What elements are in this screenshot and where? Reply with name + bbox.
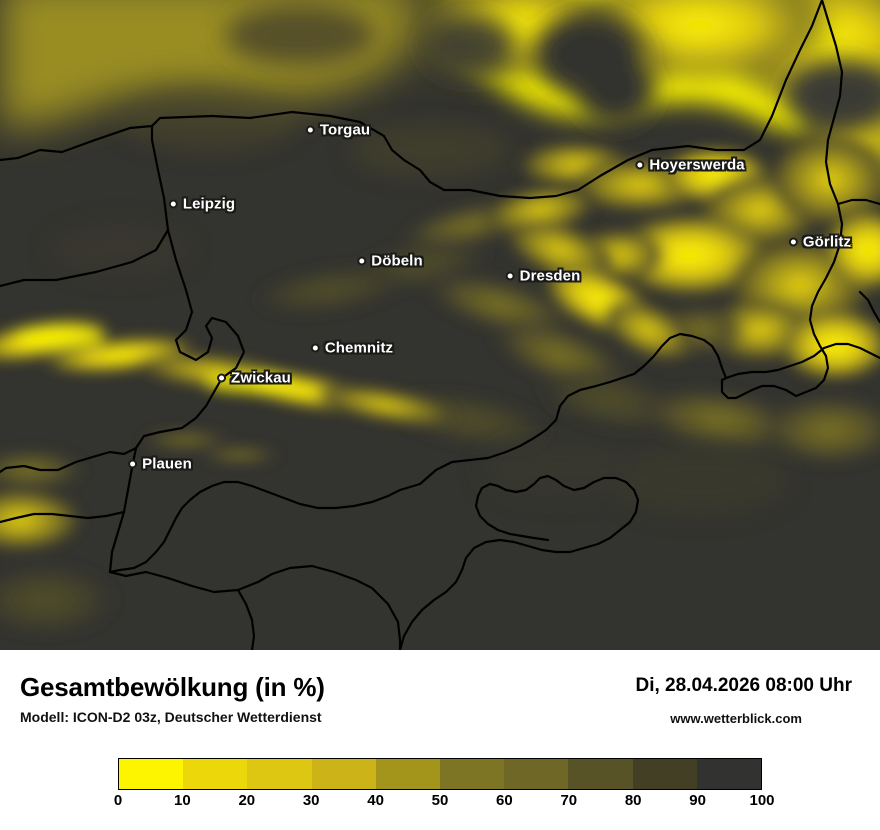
city-label: Plauen — [142, 455, 192, 473]
colorbar-gradient — [118, 758, 762, 790]
city-label: Chemnitz — [324, 339, 394, 357]
colorbar-segment-8 — [632, 759, 697, 789]
colorbar-tick-label: 100 — [749, 792, 775, 809]
city-marker-chemnitz[interactable]: Chemnitz — [310, 339, 394, 357]
colorbar-segment-7 — [568, 759, 633, 789]
border-lines — [0, 0, 880, 650]
city-marker-doebeln[interactable]: Döbeln — [357, 252, 423, 270]
weather-map[interactable]: Torgau Leipzig Hoyerswerda Görlitz Döbel… — [0, 0, 880, 650]
website-label: www.wetterblick.com — [670, 711, 802, 726]
city-label: Leipzig — [182, 195, 236, 213]
city-dot-icon — [217, 373, 227, 383]
city-dot-icon — [635, 160, 645, 170]
city-label: Hoyerswerda — [649, 156, 745, 174]
colorbar-tick-label: 70 — [560, 792, 578, 809]
city-dot-icon — [305, 125, 315, 135]
colorbar-segment-0 — [119, 759, 184, 789]
city-label: Dresden — [519, 267, 581, 285]
city-marker-zwickau[interactable]: Zwickau — [217, 370, 291, 387]
forecast-datetime: Di, 28.04.2026 08:00 Uhr — [635, 675, 852, 696]
city-dot-icon — [357, 256, 367, 266]
page-title: Gesamtbewölkung (in %) — [20, 672, 325, 702]
colorbar-segment-2 — [247, 759, 312, 789]
colorbar-tick-label: 0 — [113, 792, 123, 809]
city-dot-icon — [788, 237, 798, 247]
colorbar-tick-label: 30 — [302, 792, 320, 809]
city-dot-icon — [310, 343, 320, 353]
city-dot-icon — [505, 271, 515, 281]
colorbar-segment-1 — [183, 759, 248, 789]
colorbar-tick-label: 40 — [367, 792, 384, 809]
colorbar-tick-label: 90 — [689, 792, 706, 809]
colorbar-tick-label: 20 — [238, 792, 256, 809]
city-marker-hoyerswerda[interactable]: Hoyerswerda — [635, 156, 745, 174]
colorbar: 0 10 20 30 40 50 60 70 80 90 100 — [114, 758, 775, 818]
city-dot-icon — [168, 199, 178, 209]
city-marker-plauen[interactable]: Plauen — [128, 456, 192, 473]
colorbar-tick-label: 10 — [174, 792, 191, 809]
colorbar-segment-4 — [375, 759, 441, 789]
city-dot-icon — [128, 459, 138, 469]
colorbar-segment-5 — [440, 759, 505, 789]
colorbar-segment-9 — [696, 759, 762, 789]
colorbar-segment-3 — [311, 759, 376, 789]
city-marker-leipzig[interactable]: Leipzig — [168, 195, 236, 213]
colorbar-tick-label: 80 — [624, 792, 642, 809]
city-label: Zwickau — [231, 369, 291, 387]
city-marker-goerlitz[interactable]: Görlitz — [788, 233, 852, 251]
city-label: Görlitz — [802, 233, 852, 251]
colorbar-tick-label: 60 — [496, 792, 513, 809]
map-footer: Gesamtbewölkung (in %) Modell: ICON-D2 0… — [0, 650, 880, 830]
cloud-cover-raster — [0, 0, 880, 650]
city-label: Torgau — [319, 121, 371, 139]
colorbar-segment-6 — [504, 759, 569, 789]
city-label: Döbeln — [371, 252, 423, 270]
colorbar-tick-label: 50 — [431, 792, 449, 809]
city-marker-torgau[interactable]: Torgau — [305, 121, 371, 139]
colorbar-ticks: 0 10 20 30 40 50 60 70 80 90 100 — [114, 792, 775, 818]
city-marker-dresden[interactable]: Dresden — [505, 267, 581, 285]
model-subtitle: Modell: ICON-D2 03z, Deutscher Wetterdie… — [20, 709, 322, 725]
